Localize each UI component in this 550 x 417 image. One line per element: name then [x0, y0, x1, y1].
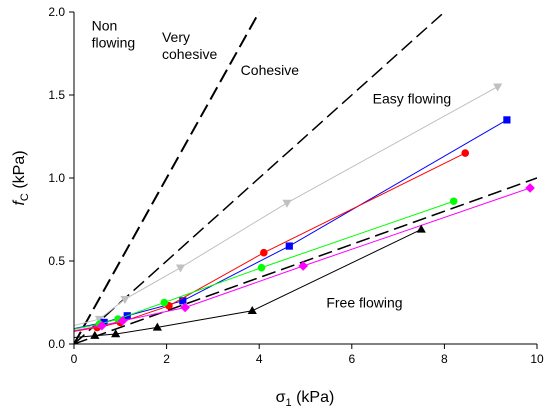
- series-line-4: [74, 200, 454, 330]
- series-line-6: [74, 229, 422, 339]
- y-tick-label: 0.0: [48, 337, 65, 351]
- series-6-point: [90, 330, 100, 339]
- x-tick-label: 10: [530, 352, 544, 366]
- series-5-point: [96, 320, 107, 331]
- region-label: Cohesive: [241, 62, 300, 78]
- y-tick-label: 2.0: [48, 5, 65, 19]
- boundary-line-4: [74, 177, 537, 344]
- series-line-1: [74, 86, 498, 326]
- region-label: Very cohesive: [162, 29, 217, 62]
- series-5-point: [180, 302, 190, 313]
- boundary-line-3: [74, 12, 445, 344]
- x-tick-label: 8: [441, 352, 448, 366]
- plot-frame: [73, 12, 537, 345]
- series-5-point: [117, 315, 128, 326]
- x-tick-label: 2: [163, 352, 170, 366]
- series-1-point: [175, 264, 186, 273]
- x-tick-label: 0: [71, 352, 78, 366]
- series-6-point: [416, 224, 426, 233]
- region-labels: Non flowing Very cohesive Cohesive Easy flowi…: [92, 17, 452, 310]
- series-line-2: [74, 119, 508, 330]
- series-6-point: [111, 329, 121, 338]
- y-tick-label: 1.5: [48, 88, 65, 102]
- region-label: Free flowing: [326, 294, 402, 310]
- y-tick-label: 1.0: [48, 171, 65, 185]
- x-tick-label: 4: [256, 352, 263, 366]
- series-1-point: [120, 295, 130, 304]
- series-6-point: [152, 322, 162, 331]
- series-line-5: [74, 187, 531, 332]
- region-label: Non flowing: [92, 17, 136, 50]
- data-series: [74, 83, 535, 339]
- series-1-point: [282, 199, 292, 208]
- series-6-point: [247, 306, 257, 314]
- series-3-point: [260, 248, 268, 257]
- series-5-point: [525, 183, 535, 193]
- series-2-point: [285, 242, 293, 250]
- series-3-point: [461, 149, 470, 157]
- series-5-point: [298, 261, 308, 271]
- series-line-3: [74, 152, 466, 332]
- axis-titles: σ1 (kPa) fC (kPa): [11, 150, 334, 409]
- x-axis-title: σ1 (kPa): [276, 389, 335, 409]
- series-4-point: [160, 298, 169, 307]
- boundary-lines: [74, 12, 537, 344]
- region-label: Easy flowing: [373, 90, 452, 106]
- y-axis-title: fC (kPa): [11, 150, 31, 205]
- boundary-line-2: [74, 12, 261, 344]
- axis-ticks: 0 2 4 6 8 10 0.0 0.5 1.0 1.5 2.0: [48, 5, 544, 366]
- y-tick-label: 0.5: [48, 254, 65, 268]
- x-tick-label: 6: [348, 352, 355, 366]
- series-1-point: [493, 83, 503, 92]
- series-1-point: [94, 315, 105, 324]
- series-2-point: [179, 297, 187, 305]
- series-4-point: [257, 263, 266, 272]
- series-2-point: [503, 116, 511, 124]
- series-4-point: [449, 197, 458, 206]
